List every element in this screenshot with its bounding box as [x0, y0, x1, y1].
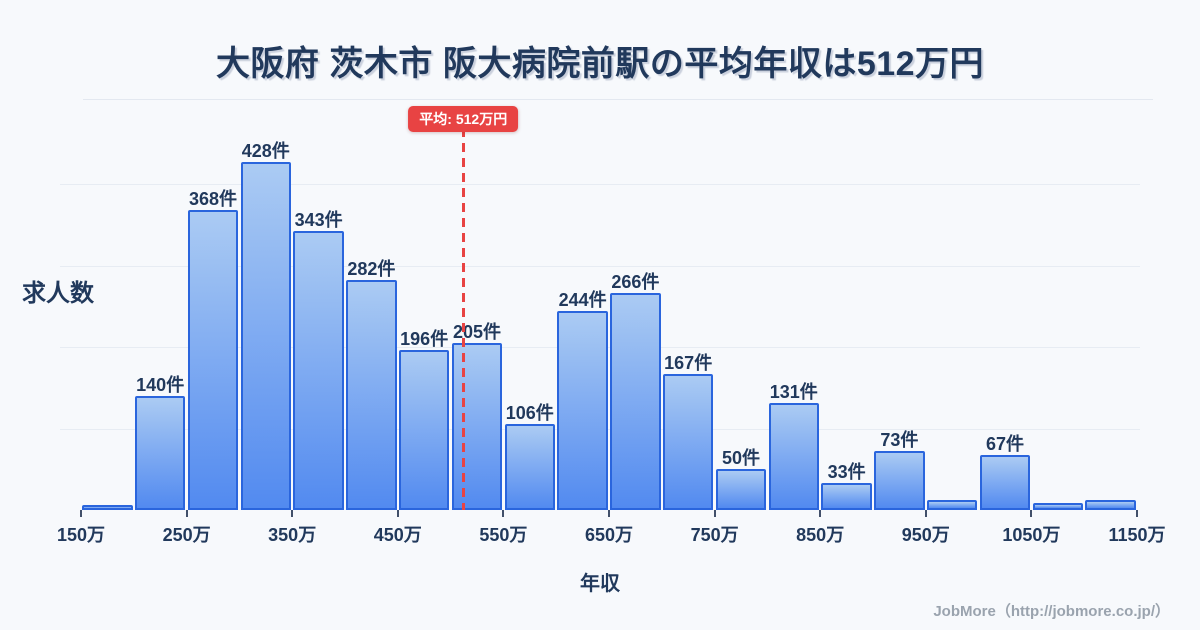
x-tick	[713, 510, 716, 517]
histogram-bar	[557, 311, 608, 510]
x-tick	[185, 510, 188, 517]
histogram-bar	[1032, 502, 1083, 510]
x-tick	[291, 510, 294, 517]
average-line	[461, 128, 465, 510]
histogram-bar	[874, 450, 925, 510]
bar-value-label: 244件	[558, 290, 607, 311]
histogram-bar	[768, 403, 819, 510]
bar-value-label: 167件	[664, 353, 713, 374]
histogram-bar	[504, 423, 555, 510]
x-tick	[80, 510, 82, 517]
bar-value-label: 50件	[721, 448, 761, 469]
histogram-bar	[399, 350, 450, 510]
bar-value-label: 343件	[294, 209, 343, 230]
x-tick-label: 650万	[584, 525, 634, 545]
x-tick-label: 1050万	[1002, 525, 1061, 545]
histogram-bar	[821, 483, 872, 510]
bar-value-label: 33件	[827, 462, 866, 483]
x-tick	[608, 510, 610, 517]
histogram-bar	[663, 374, 714, 510]
gridline	[60, 265, 1140, 267]
x-tick-label: 150万	[56, 525, 106, 545]
histogram-bar	[82, 505, 133, 510]
footer-credit: JobMore（http://jobmore.co.jp/）	[933, 603, 1170, 620]
title-divider	[83, 99, 1153, 100]
average-badge: 平均: 512万円	[408, 106, 519, 132]
x-tick	[1030, 510, 1033, 517]
histogram-bar	[1085, 500, 1136, 510]
histogram-bar	[451, 343, 503, 510]
x-tick	[1136, 510, 1138, 517]
x-tick-label: 750万	[690, 525, 739, 545]
histogram-bar	[610, 293, 661, 510]
x-tick-label: 850万	[796, 525, 845, 545]
page-title: 大阪府 茨木市 阪大病院前駅の平均年収は512万円	[215, 45, 985, 83]
x-tick-label: 950万	[901, 525, 950, 545]
bar-value-label: 73件	[880, 429, 919, 450]
gridline	[60, 184, 1140, 186]
bar-value-label: 428件	[241, 140, 290, 161]
y-axis-label: 求人数	[22, 280, 94, 307]
x-tick-label: 450万	[373, 525, 422, 545]
x-tick	[396, 510, 399, 517]
histogram-bar	[346, 280, 397, 510]
histogram-bar	[240, 161, 291, 510]
x-tick	[502, 510, 505, 517]
x-tick-label: 1150万	[1108, 525, 1166, 545]
histogram-bar	[135, 396, 186, 510]
histogram-bar	[979, 455, 1031, 510]
histogram-bar	[293, 230, 344, 510]
x-tick-label: 350万	[268, 525, 317, 545]
bar-value-label: 368件	[188, 189, 238, 210]
histogram-bar	[715, 469, 767, 510]
x-tick-label: 550万	[479, 525, 528, 545]
bar-value-label: 106件	[505, 402, 554, 423]
x-tick	[819, 510, 822, 517]
bar-value-label: 205件	[452, 322, 502, 343]
bar-value-label: 196件	[400, 329, 449, 350]
x-axis-label: 年収	[580, 573, 620, 595]
bar-value-label: 131件	[769, 382, 818, 403]
bar-value-label: 140件	[136, 375, 185, 396]
bar-value-label: 266件	[611, 272, 660, 293]
histogram-bar	[927, 500, 978, 510]
histogram-bar	[187, 210, 239, 510]
bar-value-label: 282件	[347, 259, 396, 280]
bar-value-label: 67件	[985, 434, 1025, 455]
x-tick	[924, 510, 927, 517]
x-tick-label: 250万	[162, 525, 211, 545]
